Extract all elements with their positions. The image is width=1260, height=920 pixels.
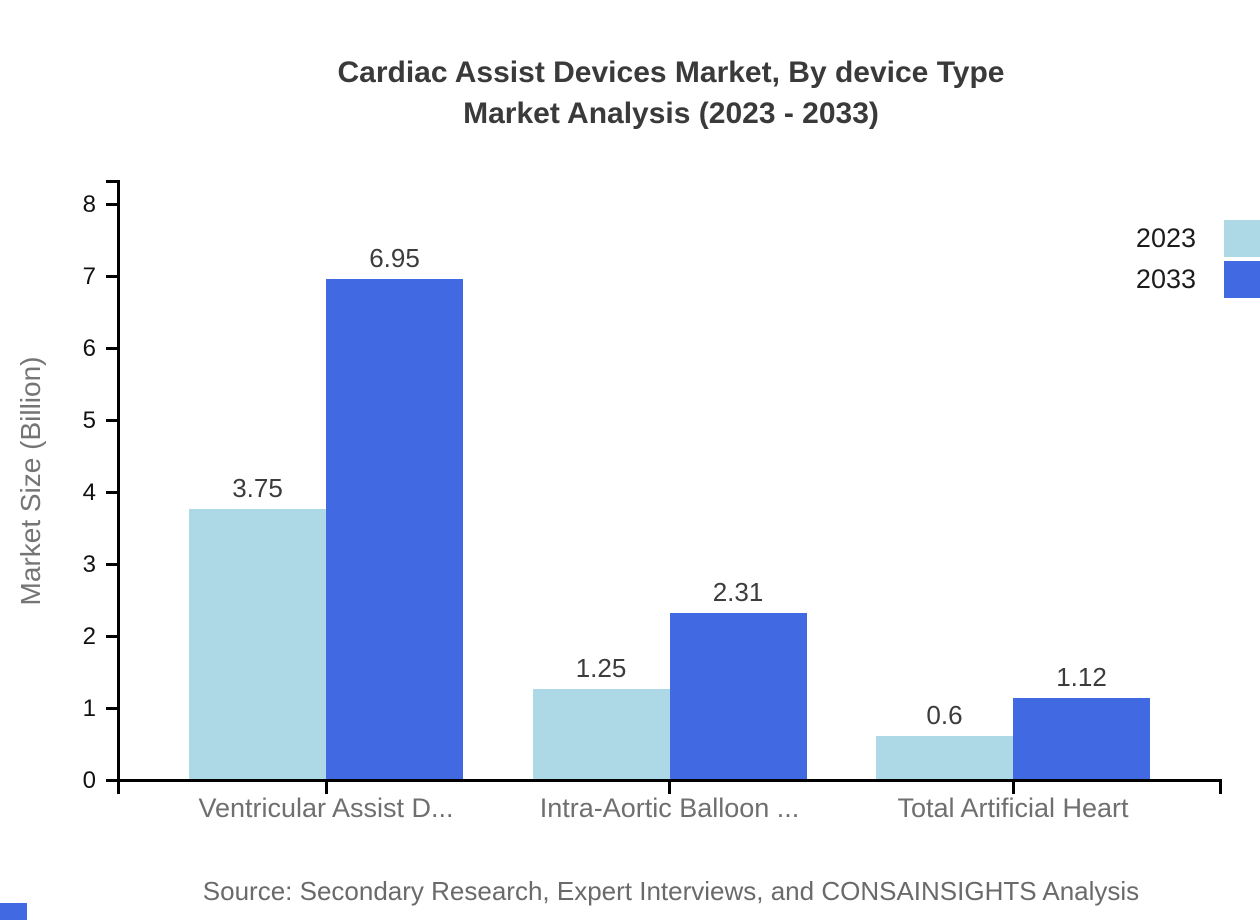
bar-2033 [669,612,807,779]
legend-label-2023: 2023 [1135,223,1196,253]
x-axis-line [106,779,1222,782]
y-tick-label: 3 [82,551,96,578]
bar-2023 [532,689,670,779]
y-axis-top-cap [106,180,120,183]
x-tick-mark [1011,779,1015,794]
source-note: Source: Secondary Research, Expert Inter… [202,876,1140,906]
bar-2023 [189,509,326,779]
corner-mark [0,903,27,920]
y-tick-mark [106,275,118,278]
y-tick-mark [106,491,118,494]
x-tick-mark [668,779,671,794]
y-tick-label: 2 [82,623,96,650]
y-axis-line [117,180,120,794]
y-tick-label: 0 [82,767,96,794]
legend-swatch-2023 [1224,220,1260,257]
bar-2033 [1013,698,1150,779]
y-tick-mark [106,707,118,710]
y-tick-mark [106,419,118,422]
y-tick-mark [106,779,118,782]
y-tick-label: 7 [82,263,96,290]
bar-value-label: 1.25 [575,653,627,683]
bar-value-label: 2.31 [712,576,764,607]
legend-swatch-2033 [1224,261,1260,298]
y-tick-mark [106,635,118,638]
y-tick-mark [106,203,118,206]
chart-title: Cardiac Assist Devices Market, By device… [120,52,1222,134]
bar-value-label: 3.75 [232,473,283,503]
y-tick-label: 4 [82,479,96,506]
chart-title-line-1: Cardiac Assist Devices Market, By device… [337,56,1005,89]
y-tick-label: 1 [82,695,96,722]
bar-2023 [876,735,1013,779]
x-category-label: Ventricular Assist D... [198,793,454,823]
bar-2033 [326,278,463,779]
y-tick-label: 8 [82,191,96,218]
y-tick-label: 6 [82,335,96,362]
chart-title-line-2: Market Analysis (2023 - 2033) [463,97,879,130]
y-tick-label: 5 [82,407,96,434]
legend-label-2033: 2033 [1135,263,1196,294]
bar-value-label: 6.95 [369,242,420,273]
y-tick-mark [106,347,118,350]
bar-value-label: 1.12 [1056,662,1107,693]
x-axis-end-cap [1219,779,1222,794]
x-tick-mark [324,779,328,794]
x-category-label: Intra-Aortic Balloon ... [539,793,800,823]
bar-value-label: 0.6 [926,699,963,730]
y-tick-mark [106,563,118,566]
x-category-label: Total Artificial Heart [897,793,1129,823]
